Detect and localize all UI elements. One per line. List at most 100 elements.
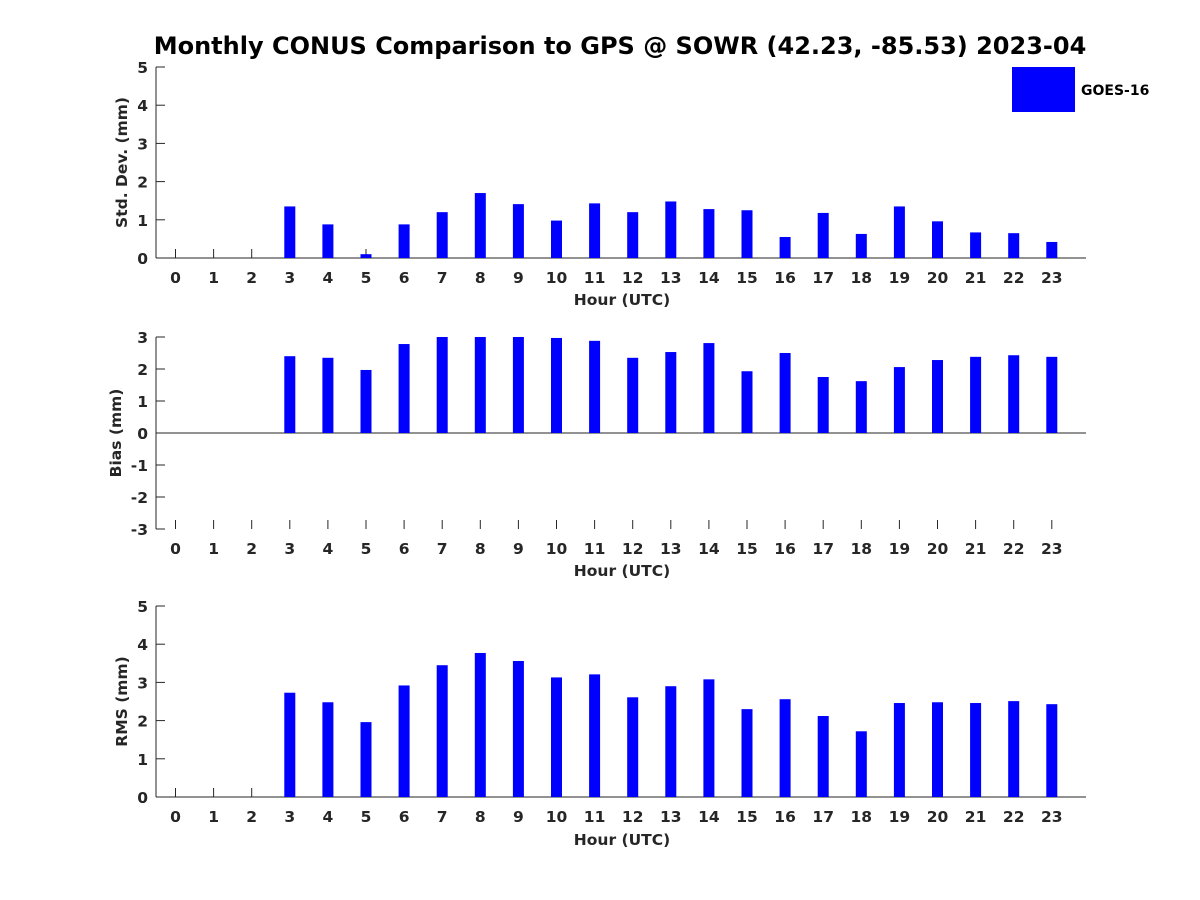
x-tick-label-rms: 8 — [475, 808, 486, 826]
bar-bias-6 — [398, 344, 410, 433]
y-tick-label-rms: 0 — [137, 789, 148, 807]
y-tick-label-bias: -2 — [131, 489, 148, 507]
bar-bias-10 — [551, 337, 562, 433]
bar-rms-19 — [893, 703, 905, 797]
x-tick-label-rms: 11 — [584, 808, 606, 826]
bar-std_dev-8 — [474, 193, 486, 258]
bar-bias-14 — [703, 343, 715, 433]
x-tick-label-bias: 9 — [513, 540, 524, 558]
bar-rms-3 — [284, 692, 296, 797]
x-tick-label-std_dev: 14 — [698, 269, 720, 287]
x-tick-label-bias: 1 — [208, 540, 219, 558]
x-tick-label-std_dev: 4 — [323, 269, 334, 287]
x-tick-label-std_dev: 18 — [851, 269, 873, 287]
bar-bias-4 — [322, 357, 334, 433]
bar-rms-13 — [665, 686, 677, 797]
bar-std_dev-5 — [360, 254, 372, 258]
x-tick-label-std_dev: 8 — [475, 269, 486, 287]
x-tick-label-std_dev: 2 — [246, 269, 257, 287]
x-tick-label-bias: 4 — [323, 540, 334, 558]
x-tick-label-rms: 22 — [1003, 808, 1025, 826]
bar-std_dev-12 — [627, 212, 639, 258]
x-tick-label-rms: 6 — [399, 808, 410, 826]
bar-rms-22 — [1008, 701, 1020, 797]
bar-std_dev-22 — [1008, 233, 1020, 258]
x-tick-label-rms: 18 — [851, 808, 873, 826]
bar-bias-12 — [627, 357, 639, 433]
x-tick-label-std_dev: 15 — [736, 269, 758, 287]
bar-std_dev-20 — [932, 221, 943, 258]
bar-rms-4 — [322, 702, 334, 797]
y-tick-label-bias: 0 — [137, 425, 148, 443]
bar-std_dev-19 — [893, 206, 905, 258]
y-tick-label-bias: 3 — [137, 329, 148, 347]
x-tick-label-std_dev: 16 — [774, 269, 796, 287]
x-tick-label-rms: 4 — [323, 808, 334, 826]
bar-bias-7 — [436, 337, 448, 433]
bar-rms-6 — [398, 685, 410, 797]
x-tick-label-std_dev: 22 — [1003, 269, 1025, 287]
bar-bias-8 — [474, 337, 486, 433]
y-tick-label-rms: 4 — [137, 636, 148, 654]
x-tick-label-rms: 10 — [546, 808, 568, 826]
legend: GOES-16 — [1012, 67, 1149, 112]
y-tick-label-std_dev: 3 — [137, 135, 148, 153]
x-tick-label-bias: 0 — [170, 540, 181, 558]
x-tick-label-rms: 1 — [208, 808, 219, 826]
x-tick-label-std_dev: 0 — [170, 269, 181, 287]
y-tick-label-bias: -3 — [131, 521, 148, 539]
bar-std_dev-10 — [551, 220, 562, 258]
bar-std_dev-16 — [779, 236, 791, 258]
x-tick-label-std_dev: 12 — [622, 269, 644, 287]
x-tick-label-rms: 17 — [812, 808, 834, 826]
x-tick-label-std_dev: 23 — [1041, 269, 1063, 287]
x-tick-label-std_dev: 5 — [361, 269, 372, 287]
x-tick-label-std_dev: 13 — [660, 269, 682, 287]
y-tick-label-std_dev: 5 — [137, 59, 148, 77]
bar-rms-23 — [1046, 704, 1058, 797]
x-tick-label-bias: 8 — [475, 540, 486, 558]
bar-rms-11 — [589, 674, 601, 797]
bar-bias-15 — [741, 371, 753, 433]
x-tick-label-bias: 22 — [1003, 540, 1025, 558]
bar-std_dev-15 — [741, 210, 753, 258]
bar-std_dev-3 — [284, 206, 296, 258]
x-tick-label-rms: 9 — [513, 808, 524, 826]
bar-rms-16 — [779, 699, 791, 797]
x-tick-label-rms: 23 — [1041, 808, 1063, 826]
bar-bias-20 — [932, 360, 943, 433]
bar-std_dev-7 — [436, 212, 448, 258]
bar-std_dev-14 — [703, 209, 715, 258]
x-tick-label-bias: 19 — [889, 540, 911, 558]
x-axis-label-std_dev: Hour (UTC) — [574, 291, 670, 309]
x-tick-label-bias: 16 — [774, 540, 796, 558]
legend-swatch-goes-16 — [1012, 67, 1075, 112]
bar-std_dev-4 — [322, 224, 334, 258]
y-tick-label-std_dev: 1 — [137, 212, 148, 230]
x-axis-label-rms: Hour (UTC) — [574, 831, 670, 849]
x-tick-label-bias: 17 — [812, 540, 834, 558]
y-tick-label-std_dev: 4 — [137, 97, 148, 115]
bar-std_dev-23 — [1046, 241, 1058, 258]
y-tick-label-bias: 1 — [137, 393, 148, 411]
x-tick-label-std_dev: 20 — [927, 269, 949, 287]
x-tick-label-bias: 21 — [965, 540, 987, 558]
x-tick-label-bias: 15 — [736, 540, 758, 558]
y-axis-label-bias: Bias (mm) — [107, 389, 125, 478]
x-tick-label-std_dev: 21 — [965, 269, 987, 287]
y-tick-label-rms: 2 — [137, 713, 148, 731]
bar-rms-8 — [474, 652, 486, 797]
bar-rms-17 — [817, 716, 829, 797]
x-tick-label-rms: 13 — [660, 808, 682, 826]
bar-std_dev-11 — [589, 203, 601, 258]
bar-bias-19 — [893, 367, 905, 433]
bar-bias-16 — [779, 353, 791, 433]
x-tick-label-rms: 3 — [284, 808, 295, 826]
bar-rms-20 — [932, 702, 943, 797]
bar-rms-7 — [436, 665, 448, 797]
bar-std_dev-9 — [512, 204, 524, 258]
bar-rms-15 — [741, 709, 753, 797]
x-tick-label-bias: 11 — [584, 540, 606, 558]
bar-rms-12 — [627, 697, 639, 797]
